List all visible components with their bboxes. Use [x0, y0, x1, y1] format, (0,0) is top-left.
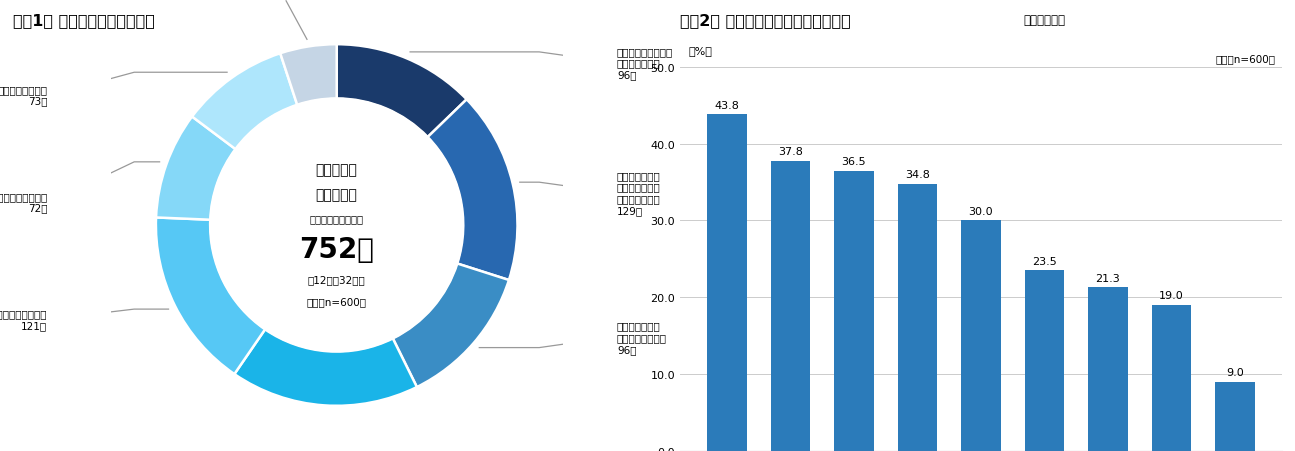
- Bar: [1088, 288, 1128, 451]
- Bar: [771, 161, 811, 451]
- Bar: [1151, 305, 1191, 451]
- Bar: [897, 184, 938, 451]
- Text: かかる時間: かかる時間: [316, 188, 357, 202]
- Text: 確定申告に: 確定申告に: [316, 163, 357, 176]
- Wedge shape: [337, 45, 466, 138]
- Text: （合計・全体平均）: （合計・全体平均）: [310, 213, 364, 223]
- Wedge shape: [155, 218, 265, 374]
- Text: ［図1］ 確定申告にかかる時間: ［図1］ 確定申告にかかる時間: [13, 14, 155, 28]
- Bar: [1215, 382, 1255, 451]
- Bar: [834, 171, 874, 451]
- Text: （%）: （%）: [689, 46, 712, 56]
- Text: 全体（n=600）: 全体（n=600）: [307, 296, 366, 306]
- Circle shape: [210, 99, 464, 352]
- Text: 36.5: 36.5: [842, 156, 866, 166]
- Wedge shape: [392, 264, 509, 387]
- Text: 752分: 752分: [299, 235, 374, 263]
- Wedge shape: [192, 54, 297, 150]
- Text: （複数回答）: （複数回答）: [1023, 14, 1064, 27]
- Text: 全体（n=600）: 全体（n=600）: [1216, 54, 1276, 64]
- Wedge shape: [427, 100, 518, 281]
- Text: 9.0: 9.0: [1226, 368, 1244, 377]
- Wedge shape: [157, 117, 236, 220]
- Text: 37.8: 37.8: [778, 147, 803, 156]
- Text: 30.0: 30.0: [969, 207, 993, 216]
- Text: 確定申告についての
勉強や情報収集
96分: 確定申告についての 勉強や情報収集 96分: [616, 46, 673, 80]
- Text: 19.0: 19.0: [1159, 291, 1184, 301]
- Bar: [961, 221, 1001, 451]
- Text: 43.8: 43.8: [715, 101, 739, 110]
- Text: 添付書類の貼り付け
72分: 添付書類の貼り付け 72分: [0, 191, 48, 213]
- Text: 確定申告書の提出
73分: 確定申告書の提出 73分: [0, 85, 48, 106]
- Text: 21.3: 21.3: [1096, 273, 1120, 283]
- Text: 23.5: 23.5: [1032, 256, 1057, 266]
- Text: （12時間32分）: （12時間32分）: [308, 275, 365, 285]
- Text: 集計結果の記入や入力
121分: 集計結果の記入や入力 121分: [0, 308, 48, 330]
- Bar: [1024, 271, 1064, 451]
- Text: 源泉徴収票や領
収書など必要書
類のとりまとめ
129分: 源泉徴収票や領 収書など必要書 類のとりまとめ 129分: [616, 170, 660, 216]
- Text: ［図2］ 確定申告で大変だと思う作業: ［図2］ 確定申告で大変だと思う作業: [680, 14, 851, 28]
- Text: 34.8: 34.8: [905, 170, 930, 179]
- Text: 確定申告書、付
表、計算書の用意
96分: 確定申告書、付 表、計算書の用意 96分: [616, 321, 667, 354]
- Wedge shape: [234, 330, 417, 406]
- Wedge shape: [280, 45, 337, 106]
- Bar: [707, 115, 747, 451]
